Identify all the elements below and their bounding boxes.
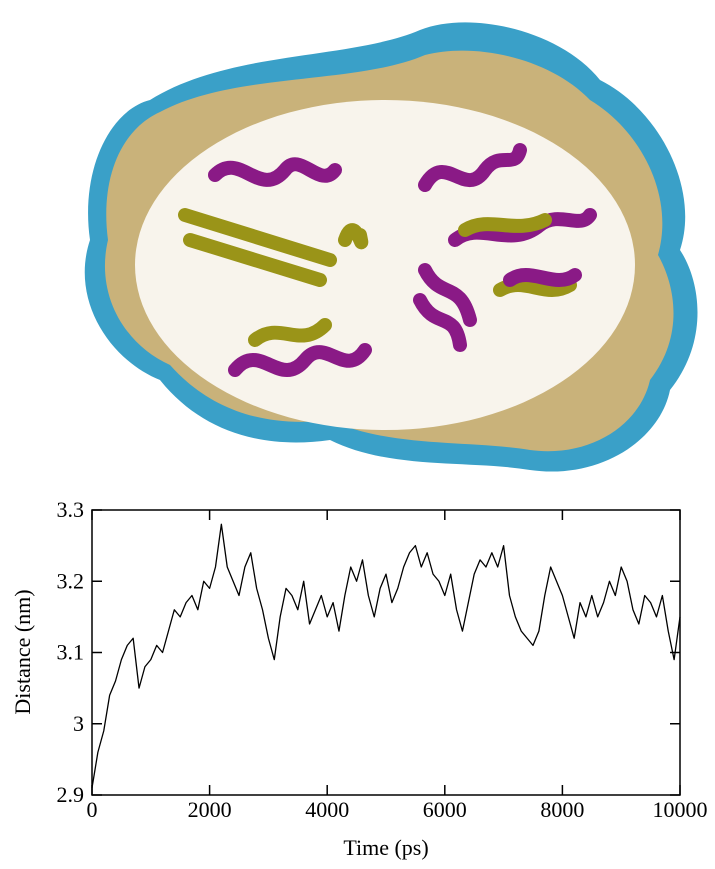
x-tick-label: 4000 — [305, 797, 349, 822]
x-tick-label: 0 — [87, 797, 98, 822]
x-tick-label: 2000 — [188, 797, 232, 822]
y-tick-label: 3.1 — [57, 640, 85, 665]
plot-frame — [91, 509, 681, 796]
data-line — [91, 523, 681, 788]
water-box-interior — [135, 100, 635, 430]
molecule-render — [84, 22, 698, 472]
protein-cartoon — [178, 143, 597, 377]
y-axis-label: Distance (nm) — [10, 589, 35, 714]
x-axis-label: Time (ps) — [343, 835, 428, 860]
x-tick-label: 8000 — [540, 797, 584, 822]
y-tick-label: 3 — [73, 711, 84, 736]
x-tick-label: 6000 — [423, 797, 467, 822]
y-tick-label: 2.9 — [57, 782, 85, 807]
y-tick-label: 3.3 — [57, 497, 85, 522]
y-tick-label: 3.2 — [57, 568, 85, 593]
x-tick-label: 10000 — [653, 797, 708, 822]
